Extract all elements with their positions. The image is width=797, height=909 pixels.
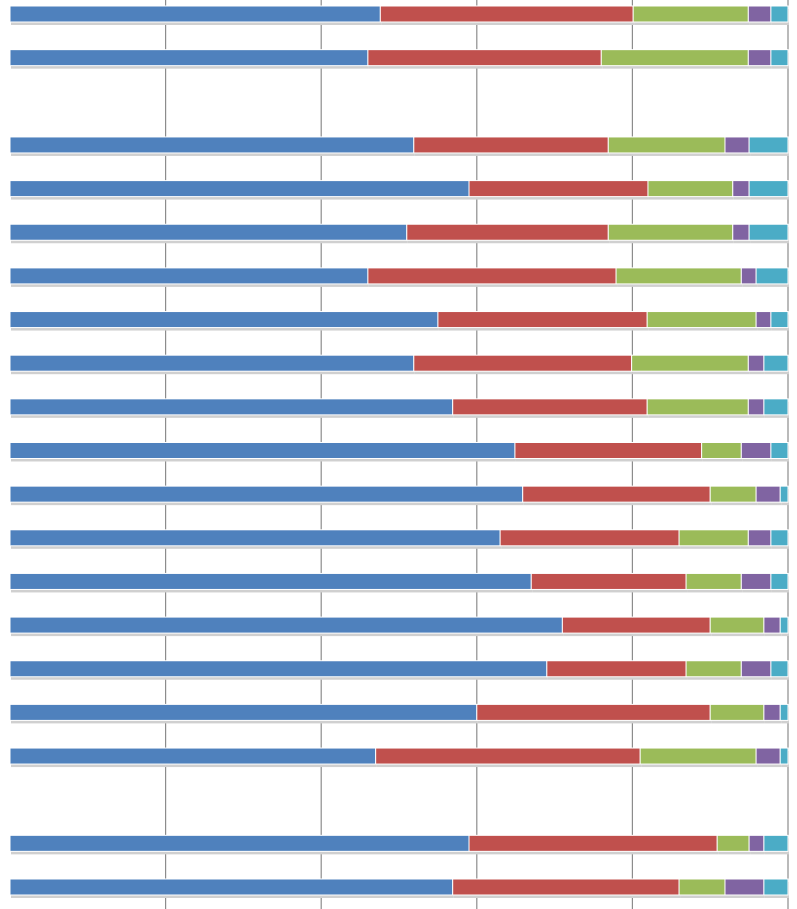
bar-segment (468, 180, 649, 198)
bar-segment (724, 136, 750, 154)
bar-segment (514, 442, 703, 459)
bar-segment (646, 398, 749, 416)
bar-segment (632, 5, 749, 23)
bar-segment (639, 747, 757, 765)
bar-segment (9, 223, 408, 241)
bar-segment (709, 616, 765, 634)
bar-segment (413, 136, 609, 154)
bar-segment (9, 311, 439, 329)
bar-segment (646, 311, 757, 329)
bar-segment (437, 311, 648, 329)
bar-segment (763, 354, 789, 372)
bar-segment (770, 660, 789, 678)
bar-segment (678, 878, 726, 896)
bar-segment (755, 485, 781, 503)
bar-segment (9, 398, 454, 416)
bar-segment (9, 834, 470, 852)
bar-segment (631, 354, 749, 372)
bar-segment (763, 616, 781, 634)
bar-segment (779, 747, 789, 765)
bar-segment (701, 442, 742, 459)
bar-segment (499, 529, 680, 547)
bar-segment (740, 572, 772, 590)
bar-segment (9, 572, 532, 590)
bar-segment (779, 703, 789, 721)
bar-segment (522, 485, 711, 503)
bar-segment (770, 311, 789, 329)
bar-segment (724, 878, 765, 896)
bar-segment (709, 703, 765, 721)
bar-segment (413, 354, 633, 372)
bar-segment (607, 223, 734, 241)
bar-segment (561, 616, 711, 634)
bar-segment (9, 180, 470, 198)
bar-segment (452, 398, 648, 416)
bar-segment (406, 223, 609, 241)
bar-segment (748, 180, 789, 198)
bar-segment (748, 223, 789, 241)
bar-segment (9, 49, 369, 67)
bar-segment (9, 354, 415, 372)
bar-segment (9, 660, 548, 678)
bar-segment (367, 267, 617, 285)
bar-segment (740, 267, 757, 285)
bar-segment (685, 660, 742, 678)
bar-segment (468, 834, 718, 852)
bar-segment (748, 136, 789, 154)
bar-segment (748, 834, 765, 852)
bar-segment (9, 747, 377, 765)
bar-segment (9, 5, 381, 23)
bar-segment (709, 485, 757, 503)
bar-segment (9, 529, 501, 547)
bar-segment (685, 572, 742, 590)
bar-segment (615, 267, 742, 285)
bar-segment (763, 878, 789, 896)
bar-segment (9, 267, 369, 285)
bar-segment (770, 529, 789, 547)
bar-segment (747, 398, 765, 416)
bar-segment (763, 703, 781, 721)
bar-segment (647, 180, 734, 198)
bar-segment (747, 5, 772, 23)
bar-segment (755, 311, 772, 329)
bar-segment (375, 747, 641, 765)
bar-segment (546, 660, 687, 678)
bar-segment (747, 354, 765, 372)
bar-segment (476, 703, 711, 721)
bar-segment (740, 660, 772, 678)
bar-segment (732, 223, 750, 241)
bar-segment (755, 747, 781, 765)
bar-segment (379, 5, 634, 23)
bar-segment (779, 616, 789, 634)
bar-segment (747, 529, 772, 547)
bar-segment (770, 572, 789, 590)
bar-segment (678, 529, 749, 547)
bar-segment (763, 398, 789, 416)
bar-segment (600, 49, 749, 67)
bar-segment (607, 136, 726, 154)
bar-segment (9, 878, 454, 896)
bar-segment (716, 834, 750, 852)
bar-segment (747, 49, 772, 67)
bar-segment (755, 267, 789, 285)
bar-segment (367, 49, 602, 67)
bar-segment (763, 834, 789, 852)
bar-segment (770, 442, 789, 459)
bar-segment (770, 49, 789, 67)
bar-segment (9, 136, 415, 154)
bar-segment (530, 572, 687, 590)
bar-segment (779, 485, 789, 503)
bar-segment (9, 616, 563, 634)
bar-segment (770, 5, 789, 23)
bar-segment (452, 878, 680, 896)
bar-segment (9, 485, 524, 503)
bar-segment (740, 442, 772, 459)
bar-segment (732, 180, 750, 198)
bar-segment (9, 703, 478, 721)
bar-segment (9, 442, 516, 459)
